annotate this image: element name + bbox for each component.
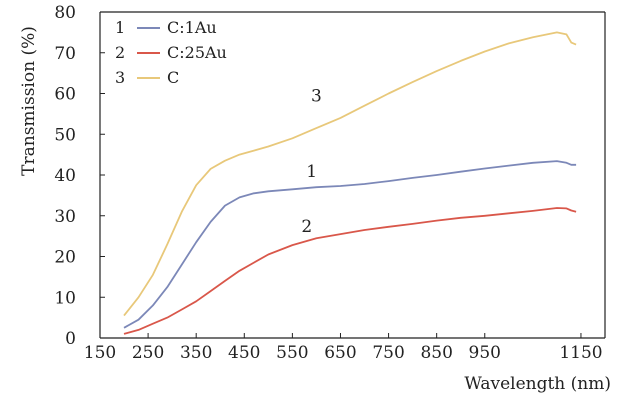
y-tick-label: 30: [54, 207, 76, 227]
series-line-3: [123, 31, 577, 317]
y-ticks: 0 10 20 30 40 50 60 70 80: [54, 3, 105, 349]
series-line-2: [123, 207, 577, 335]
series-line-1: [123, 160, 577, 329]
y-axis-title: Transmission (%): [19, 26, 39, 176]
x-tick-label: 150: [84, 343, 116, 363]
curve-labels: 1 2 3: [301, 87, 321, 237]
y-tick-label: 40: [54, 166, 76, 186]
y-tick-label: 20: [54, 248, 76, 268]
y-tick-label: 80: [54, 3, 76, 23]
y-tick-label: 10: [54, 288, 76, 308]
curve-label-3: 3: [311, 87, 322, 107]
y-tick-label: 0: [65, 329, 76, 349]
x-tick-label: 850: [420, 343, 452, 363]
legend-number-3: 3: [115, 68, 125, 87]
x-tick-label: 350: [180, 343, 212, 363]
legend-label-2: C:25Au: [167, 43, 227, 62]
x-tick-label: 250: [132, 343, 164, 363]
x-axis-title: Wavelength (nm): [464, 374, 611, 394]
x-tick-label: 950: [469, 343, 501, 363]
x-ticks: 150 250 350 450 550 650 750 850 950 1150: [84, 333, 603, 363]
x-tick-label: 650: [324, 343, 356, 363]
legend-label-1: C:1Au: [167, 18, 217, 37]
x-tick-label: 1150: [559, 343, 602, 363]
legend-number-1: 1: [115, 18, 125, 37]
legend-number-2: 2: [115, 43, 125, 62]
x-tick-label: 450: [228, 343, 260, 363]
curve-label-1: 1: [306, 162, 317, 182]
series-layer: [123, 31, 577, 335]
legend: 1 C:1Au 2 C:25Au 3 C: [115, 18, 227, 87]
y-tick-label: 60: [54, 85, 76, 105]
curve-label-2: 2: [301, 217, 312, 237]
x-tick-label: 550: [276, 343, 308, 363]
y-tick-label: 70: [54, 44, 76, 64]
legend-label-3: C: [167, 68, 179, 87]
y-tick-label: 50: [54, 125, 76, 145]
x-tick-label: 750: [372, 343, 404, 363]
